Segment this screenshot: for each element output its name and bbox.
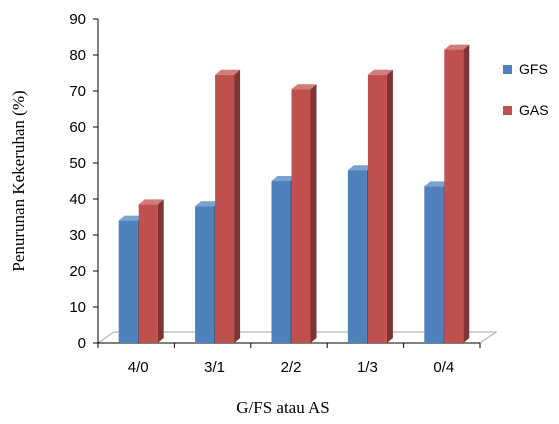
bar-gas (215, 69, 241, 344)
bar-front (195, 206, 215, 343)
bar-top (347, 165, 373, 171)
bar-top (195, 201, 221, 207)
bar-front (367, 74, 387, 344)
bar-gas (367, 69, 393, 344)
legend-item-gas: GAS (503, 102, 549, 118)
bar-gas (444, 44, 470, 343)
y-tick-label: 40 (69, 191, 86, 208)
bar-top (271, 176, 297, 181)
bar-gas (138, 199, 164, 343)
legend-swatch (503, 106, 512, 115)
y-tick-label: 90 (69, 11, 86, 28)
y-tick-label: 70 (69, 83, 86, 100)
bar-front (118, 220, 138, 343)
bar-top (291, 84, 317, 90)
bar-front (424, 186, 444, 343)
bar-side (234, 69, 241, 344)
bar-side (386, 69, 393, 344)
y-tick-label: 60 (69, 119, 86, 136)
y-tick-label: 20 (69, 263, 86, 280)
y-tick-label: 50 (69, 155, 86, 172)
bar-top (424, 181, 450, 187)
legend-label: GAS (519, 102, 549, 118)
y-tick-label: 0 (78, 335, 86, 352)
legend-item-gfs: GFS (503, 61, 548, 77)
y-tick-label: 30 (69, 227, 86, 244)
y-tick-label: 80 (69, 47, 86, 64)
bar-side (463, 44, 470, 343)
x-tick-label: 2/2 (281, 359, 302, 376)
bar-top (367, 69, 393, 75)
bar-top (215, 69, 241, 75)
legend-swatch (503, 65, 512, 74)
bar-front (347, 170, 367, 343)
bar-gas (291, 84, 317, 343)
y-axis-title: Penurunan Kekeruhan (%) (9, 90, 28, 271)
x-tick-label: 1/3 (357, 359, 378, 376)
legend-label: GFS (519, 61, 548, 77)
y-tick-label: 10 (69, 299, 86, 316)
bar-side (157, 199, 164, 343)
x-tick-label: 3/1 (204, 359, 225, 376)
bar-front (215, 74, 235, 344)
bar-front (444, 49, 464, 343)
x-tick-label: 0/4 (433, 359, 454, 376)
bar-front (291, 89, 311, 343)
bar-top (118, 215, 144, 221)
bar-top (138, 199, 164, 205)
bar-front (138, 204, 158, 343)
bar-side (310, 84, 317, 343)
bar-front (271, 181, 291, 343)
bar-top (444, 44, 470, 50)
x-axis-title: G/FS atau AS (236, 398, 330, 417)
x-tick-label: 4/0 (128, 359, 149, 376)
